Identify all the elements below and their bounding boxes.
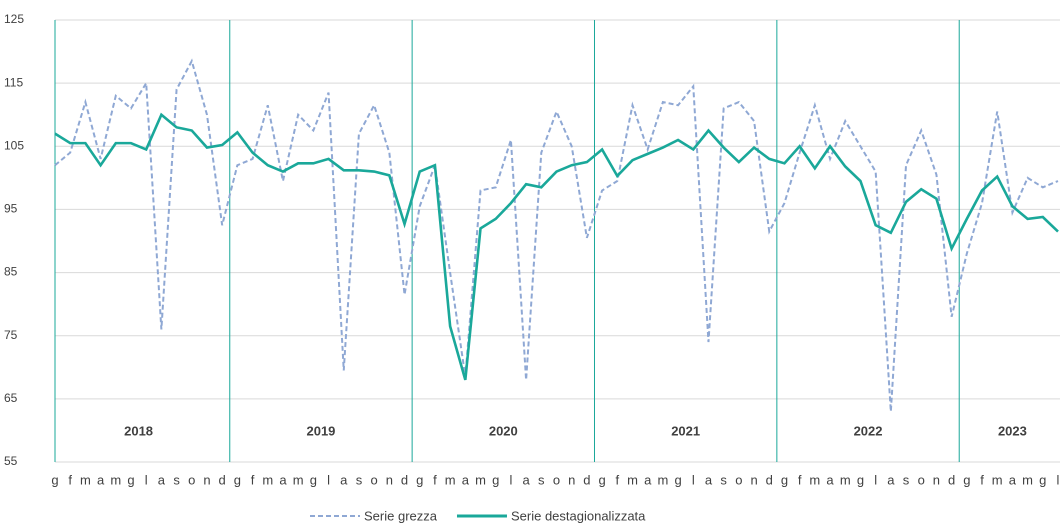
x-tick-label: s	[173, 472, 180, 487]
x-tick-label: s	[538, 472, 545, 487]
y-tick-label: 115	[4, 75, 23, 89]
x-tick-label: g	[781, 472, 788, 487]
x-tick-label: m	[809, 472, 820, 487]
x-tick-label: a	[340, 472, 348, 487]
x-tick-label: n	[386, 472, 393, 487]
x-tick-label: a	[644, 472, 652, 487]
x-tick-label: f	[980, 472, 984, 487]
x-tick-label: a	[1009, 472, 1017, 487]
x-tick-label: g	[416, 472, 423, 487]
x-tick-label: l	[327, 472, 330, 487]
x-tick-label: o	[553, 472, 560, 487]
x-tick-label: f	[433, 472, 437, 487]
series-line	[54, 58, 1059, 412]
x-tick-label: g	[598, 472, 605, 487]
x-tick-label: d	[948, 472, 955, 487]
x-tick-label: g	[310, 472, 317, 487]
x-tick-label: o	[735, 472, 742, 487]
x-tick-label: g	[857, 472, 864, 487]
y-tick-label: 75	[4, 328, 18, 342]
y-tick-label: 65	[4, 391, 18, 405]
x-tick-label: s	[356, 472, 363, 487]
x-tick-label: m	[110, 472, 121, 487]
legend-label: Serie grezza	[364, 508, 438, 523]
x-tick-label: a	[705, 472, 713, 487]
x-tick-label: g	[1039, 472, 1046, 487]
x-tick-label: d	[401, 472, 408, 487]
x-tick-label: l	[1057, 472, 1060, 487]
x-tick-label: o	[918, 472, 925, 487]
x-tick-label: g	[492, 472, 499, 487]
x-tick-label: d	[219, 472, 226, 487]
x-tick-label: n	[933, 472, 940, 487]
x-tick-label: m	[840, 472, 851, 487]
x-tick-label: m	[293, 472, 304, 487]
x-tick-label: g	[51, 472, 58, 487]
x-tick-label: d	[766, 472, 773, 487]
x-tick-label: a	[826, 472, 834, 487]
x-tick-label: o	[371, 472, 378, 487]
x-tick-label: a	[522, 472, 530, 487]
x-tick-label: g	[674, 472, 681, 487]
x-tick-label: a	[887, 472, 895, 487]
x-tick-label: m	[657, 472, 668, 487]
x-tick-label: m	[627, 472, 638, 487]
year-label: 2021	[671, 423, 700, 438]
x-tick-label: n	[203, 472, 210, 487]
x-tick-label: n	[750, 472, 757, 487]
x-tick-label: f	[68, 472, 72, 487]
x-tick-label: a	[97, 472, 105, 487]
x-tick-label: g	[127, 472, 134, 487]
series-line	[54, 112, 1059, 381]
x-tick-label: l	[874, 472, 877, 487]
y-tick-label: 95	[4, 202, 18, 216]
x-tick-label: s	[903, 472, 910, 487]
x-tick-label: m	[1022, 472, 1033, 487]
x-tick-label: l	[509, 472, 512, 487]
x-tick-label: l	[692, 472, 695, 487]
year-label: 2023	[998, 423, 1027, 438]
x-tick-label: l	[145, 472, 148, 487]
x-tick-label: f	[615, 472, 619, 487]
x-tick-label: f	[251, 472, 255, 487]
x-tick-label: n	[568, 472, 575, 487]
x-tick-label: m	[475, 472, 486, 487]
x-tick-label: f	[798, 472, 802, 487]
x-tick-label: m	[80, 472, 91, 487]
year-label: 2019	[306, 423, 335, 438]
year-label: 2018	[124, 423, 153, 438]
legend-label: Serie destagionalizzata	[511, 508, 646, 523]
x-tick-label: m	[445, 472, 456, 487]
x-tick-label: o	[188, 472, 195, 487]
x-tick-label: s	[720, 472, 727, 487]
y-tick-label: 85	[4, 265, 18, 279]
y-tick-label: 105	[4, 138, 24, 152]
year-label: 2020	[489, 423, 518, 438]
y-tick-label: 55	[4, 454, 18, 468]
x-tick-label: m	[992, 472, 1003, 487]
y-tick-label: 125	[4, 12, 24, 26]
x-tick-label: m	[262, 472, 273, 487]
x-tick-label: a	[279, 472, 287, 487]
x-tick-label: d	[583, 472, 590, 487]
x-tick-label: a	[462, 472, 470, 487]
x-tick-label: a	[158, 472, 166, 487]
x-tick-label: g	[234, 472, 241, 487]
year-label: 2022	[854, 423, 883, 438]
x-tick-label: g	[963, 472, 970, 487]
